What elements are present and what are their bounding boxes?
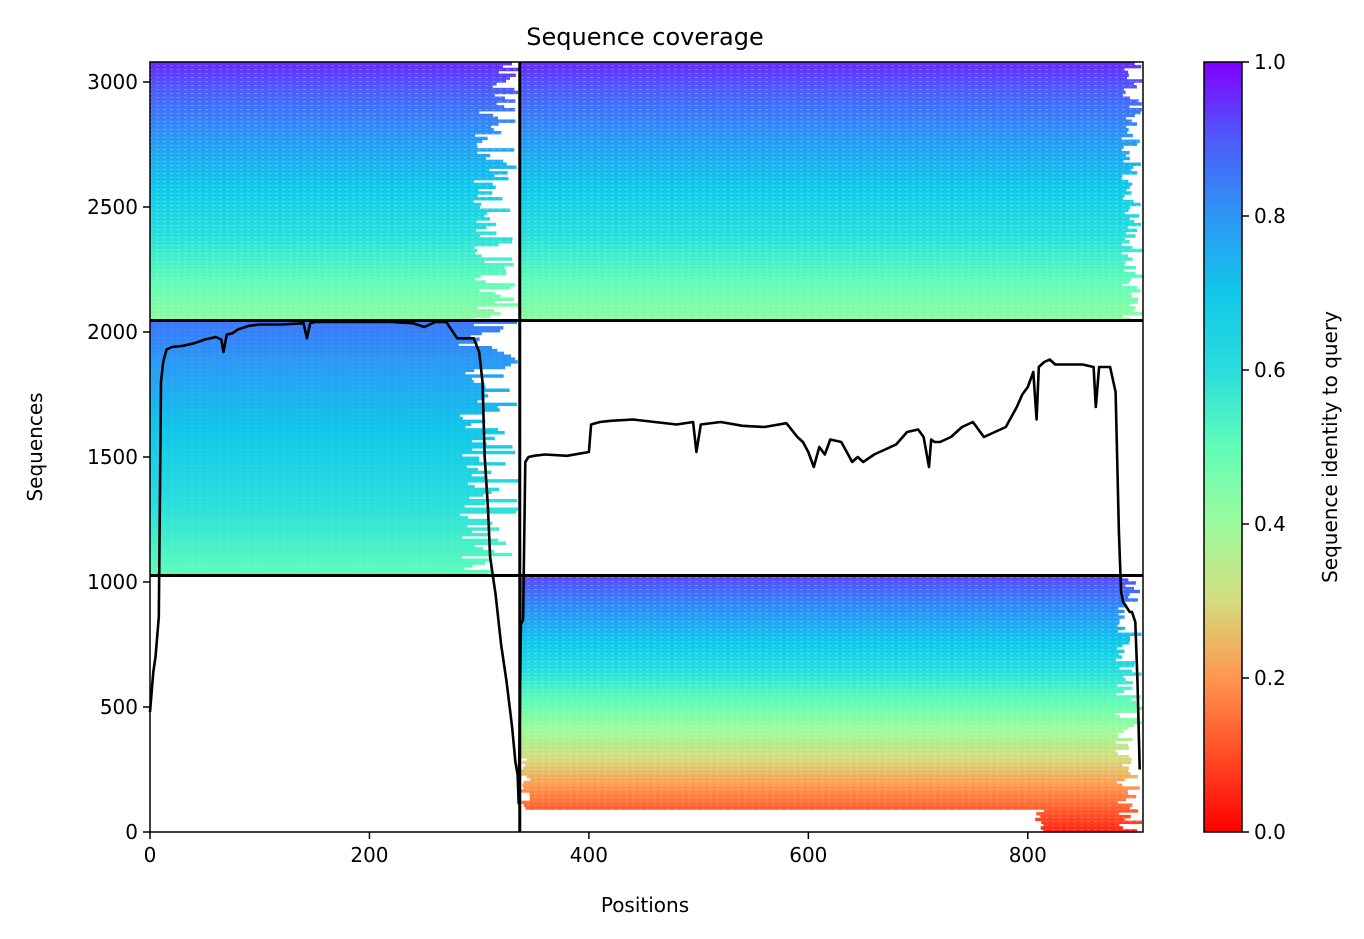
plot-area <box>148 61 1144 833</box>
colorbar-tick-label: 0.2 <box>1254 666 1286 690</box>
y-axis: 0 500 1000 1500 2000 2500 3000 <box>87 70 150 844</box>
coverage-gaps <box>519 62 1143 321</box>
colorbar-gradient <box>1203 61 1243 833</box>
y-tick-label: 0 <box>125 820 138 844</box>
y-tick-label: 2500 <box>87 195 138 219</box>
x-tick-label: 0 <box>144 843 157 867</box>
coverage-gaps <box>150 62 520 321</box>
coverage-gaps <box>519 575 1143 832</box>
x-tick-label: 200 <box>350 843 388 867</box>
colorbar-ticks: 0.0 0.2 0.4 0.6 0.8 1.0 <box>1242 50 1286 844</box>
y-tick-label: 2000 <box>87 320 138 344</box>
chart-title: Sequence coverage <box>526 23 763 51</box>
colorbar-tick-label: 0.6 <box>1254 358 1286 382</box>
y-axis-title: Sequences <box>23 392 47 501</box>
y-tick-label: 3000 <box>87 70 138 94</box>
x-axis-title: Positions <box>601 893 689 917</box>
colorbar-tick-label: 0.8 <box>1254 204 1286 228</box>
coverage-gaps <box>150 320 520 576</box>
y-tick-label: 1000 <box>87 570 138 594</box>
coverage-block <box>519 62 1143 322</box>
coverage-block <box>150 320 520 577</box>
y-tick-label: 1500 <box>87 445 138 469</box>
coverage-line <box>148 320 1141 805</box>
plot-frame <box>149 61 1144 833</box>
colorbar: 0.0 0.2 0.4 0.6 0.8 1.0 Sequence identity to … <box>1203 50 1342 844</box>
x-tick-label: 800 <box>1009 843 1047 867</box>
coverage-block <box>519 575 1143 833</box>
coverage-block <box>150 62 520 322</box>
colorbar-tick-label: 0.0 <box>1254 820 1286 844</box>
x-tick-label: 600 <box>789 843 827 867</box>
y-tick-label: 500 <box>100 695 138 719</box>
colorbar-tick-label: 0.4 <box>1254 512 1286 536</box>
colorbar-title: Sequence identity to query <box>1318 311 1342 583</box>
x-axis: 0 200 400 600 800 <box>144 832 1047 867</box>
colorbar-tick-label: 1.0 <box>1254 50 1286 74</box>
x-tick-label: 400 <box>570 843 608 867</box>
